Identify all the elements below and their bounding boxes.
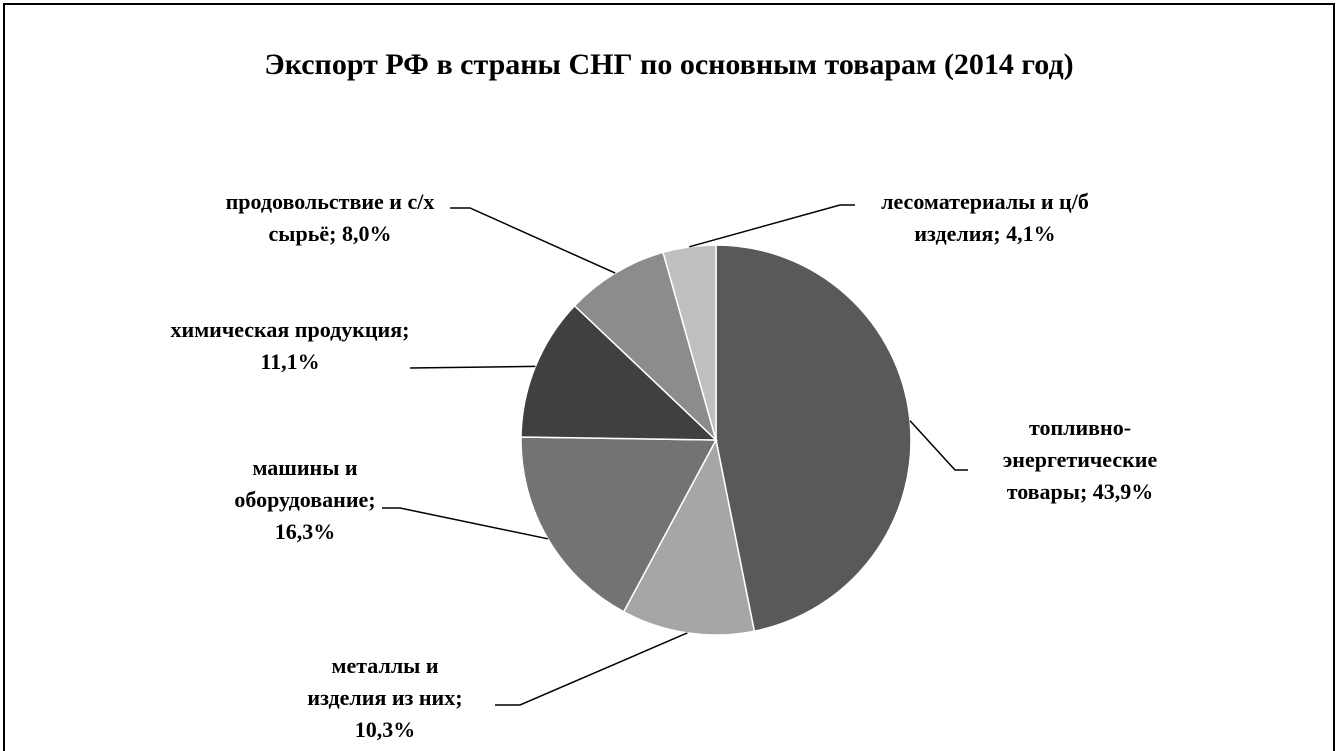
- leader-line: [450, 207, 616, 274]
- data-label: лесоматериалы и ц/б изделия; 4,1%: [881, 189, 1089, 246]
- data-label: металлы и изделия из них; 10,3%: [307, 653, 463, 742]
- chart-title: Экспорт РФ в страны СНГ по основным това…: [264, 48, 1074, 81]
- leader-line: [409, 365, 536, 369]
- data-label: химическая продукция; 11,1%: [170, 317, 410, 374]
- data-label: машины и оборудование; 16,3%: [234, 455, 376, 544]
- leader-line: [909, 420, 968, 471]
- leader-line: [689, 204, 855, 248]
- leader-line: [382, 507, 549, 540]
- pie-slice: [573, 251, 718, 443]
- pie-slice: [662, 244, 717, 441]
- data-label: топливно-энергетические товары; 43,9%: [1002, 415, 1158, 504]
- pie-slice: [520, 304, 718, 441]
- data-label: продовольствие и с/х сырьё; 8,0%: [225, 189, 435, 246]
- pie-slice: [520, 436, 718, 613]
- leader-line: [495, 632, 688, 706]
- pie-slice: [715, 244, 912, 633]
- frame: [3, 3, 1335, 751]
